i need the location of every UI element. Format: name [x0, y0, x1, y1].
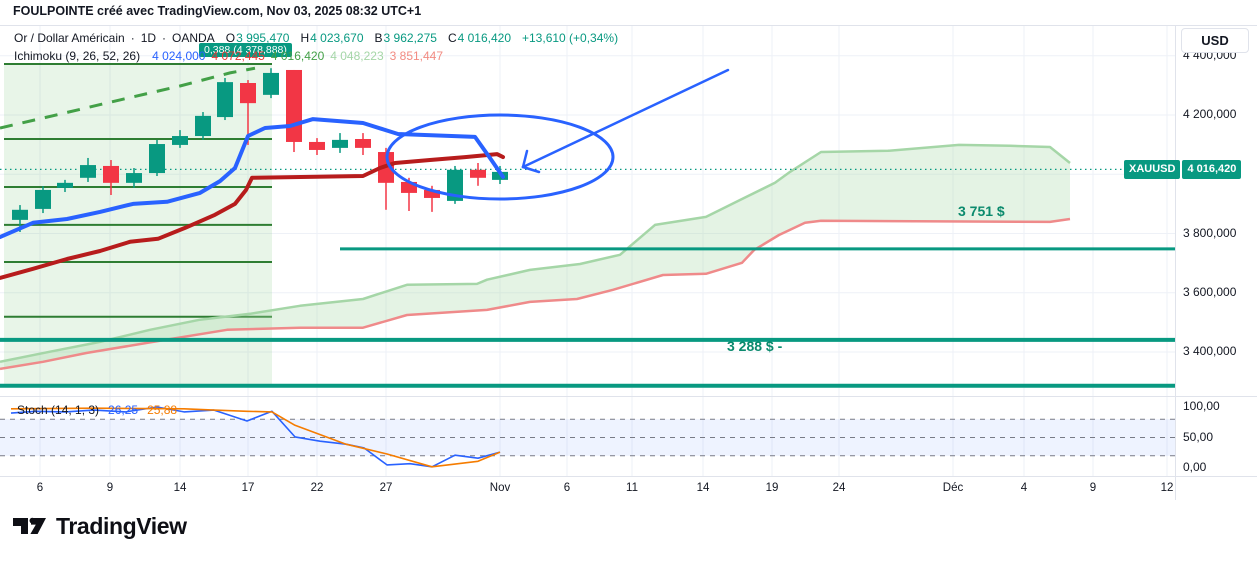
- ichimoku-lead2-value: 3 851,447: [389, 49, 444, 63]
- time-axis-label: 6: [563, 482, 571, 494]
- stoch-d-line: [10, 407, 501, 468]
- time-axis-label: 4: [1020, 482, 1028, 494]
- ichimoku-lead1-value: 4 048,223: [330, 49, 384, 63]
- stoch-axis-tick: 0,00: [1183, 460, 1207, 474]
- symbol-name: Or / Dollar Américain: [14, 31, 125, 45]
- close-value: 4 016,420: [457, 31, 511, 45]
- time-axis-label: 27: [379, 482, 393, 494]
- watermark-header: FOULPOINTE créé avec TradingView.com, No…: [13, 4, 422, 18]
- ichimoku-legend[interactable]: Ichimoku (9, 26, 52, 26) 4 024,000 4 072…: [14, 49, 443, 63]
- high-value: 4 023,670: [310, 31, 364, 45]
- time-axis-label: 19: [765, 482, 779, 494]
- high-label: H: [300, 31, 310, 45]
- exchange-label: OANDA: [172, 31, 215, 45]
- candles-layer: [12, 68, 508, 233]
- time-axis-label: Déc: [942, 482, 964, 494]
- stoch-label: Stoch (14, 1, 3): [17, 403, 100, 417]
- grid-layer: [0, 26, 1175, 476]
- time-axis-label: 14: [696, 482, 710, 494]
- time-axis-label: 24: [832, 482, 846, 494]
- ichimoku-label: Ichimoku (9, 26, 52, 26): [14, 49, 141, 63]
- price-label-symbol: XAUUSD: [1124, 160, 1181, 180]
- support-levels[interactable]: [0, 247, 1175, 388]
- currency-toggle-button[interactable]: USD: [1181, 28, 1249, 53]
- separator-dot: ·: [162, 31, 167, 45]
- ellipse-drawing[interactable]: [385, 113, 615, 201]
- ichimoku-chikou-value: 4 016,420: [270, 49, 325, 63]
- tradingview-logo-icon[interactable]: [12, 513, 48, 540]
- close-label: C: [447, 31, 457, 45]
- price-label-value: 4 016,420: [1182, 160, 1242, 180]
- price-axis-tick: 3 400,000: [1183, 344, 1237, 358]
- stoch-band: [0, 419, 1175, 456]
- stoch-axis-tick: 100,00: [1183, 399, 1220, 413]
- interval-label: 1D: [140, 31, 157, 45]
- ichimoku-kijun-value: 4 072,445: [211, 49, 265, 63]
- chikou-line: [0, 66, 256, 130]
- arrow-drawing[interactable]: [521, 68, 730, 174]
- low-label: B: [374, 31, 383, 45]
- stoch-k-value: 26,25: [108, 403, 139, 417]
- time-axis-label: 22: [310, 482, 324, 494]
- footer: TradingView: [12, 513, 187, 540]
- open-value: 3 995,470: [236, 31, 290, 45]
- drawing-price-badge: 0,388 (4 378,888): [199, 43, 292, 57]
- stoch-d-value: 25,88: [147, 403, 178, 417]
- annotation-support-3288[interactable]: 3 288 $ -: [727, 338, 783, 354]
- price-axis-tick: 3 800,000: [1183, 225, 1237, 240]
- tradingview-wordmark[interactable]: TradingView: [56, 513, 187, 539]
- time-axis-label: 12: [1160, 482, 1174, 494]
- time-axis-label: 17: [241, 482, 255, 494]
- tenkan-line: [0, 117, 505, 240]
- time-axis-label: 11: [626, 482, 638, 494]
- ichimoku-tenkan-value: 4 024,000: [152, 49, 206, 63]
- stoch-legend[interactable]: Stoch (14, 1, 3) 26,25 25,88: [17, 403, 177, 417]
- time-axis-label: Nov: [489, 482, 511, 494]
- separator-dot: ·: [130, 31, 135, 45]
- time-axis-label: 14: [173, 482, 187, 494]
- change-value: +13,610 (+0,34%): [522, 31, 619, 45]
- price-axis-tick: 3 600,000: [1183, 284, 1237, 299]
- stoch-pane: [0, 406, 1175, 468]
- last-price-label: XAUUSD 4 016,420: [1124, 160, 1242, 180]
- open-label: O: [225, 31, 236, 45]
- low-value: 3 962,275: [383, 31, 437, 45]
- stoch-axis-tick: 50,00: [1183, 429, 1214, 444]
- annotation-resistance-3751[interactable]: 3 751 $: [958, 203, 1005, 219]
- time-axis-label: 9: [106, 482, 114, 494]
- kijun-line: [0, 152, 505, 280]
- time-axis-label: 9: [1089, 482, 1097, 494]
- price-axis-tick: 4 200,000: [1183, 107, 1237, 121]
- time-axis-label: 6: [36, 482, 44, 494]
